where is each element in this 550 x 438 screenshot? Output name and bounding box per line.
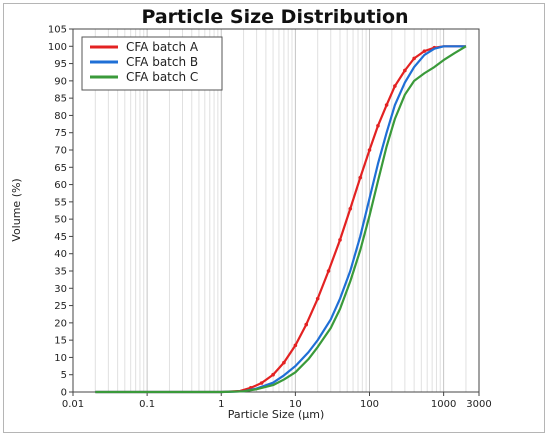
series-point-1 bbox=[282, 360, 286, 365]
y-tick-label: 60 bbox=[54, 180, 67, 191]
y-tick-label: 45 bbox=[54, 232, 67, 243]
series-point-1 bbox=[326, 269, 331, 273]
y-tick-label: 15 bbox=[54, 336, 67, 347]
series-layer bbox=[95, 45, 467, 394]
legend-label-3: CFA batch C bbox=[126, 70, 198, 84]
series-point-1 bbox=[304, 322, 309, 327]
y-tick-label: 10 bbox=[54, 353, 67, 364]
y-tick-label: 35 bbox=[54, 267, 67, 278]
plot-area-border bbox=[72, 28, 480, 393]
x-axis-label: Particle Size (µm) bbox=[228, 408, 325, 421]
series-point-1 bbox=[412, 56, 416, 61]
series-point-1 bbox=[338, 238, 342, 242]
y-axis-label: Volume (%) bbox=[10, 178, 23, 241]
legend-label-2: CFA batch B bbox=[126, 55, 198, 69]
y-tick-label: 0 bbox=[61, 388, 67, 399]
y-tick-label: 20 bbox=[54, 318, 67, 329]
series-point-1 bbox=[348, 206, 353, 211]
series-line-2 bbox=[95, 45, 466, 394]
series-point-1 bbox=[403, 68, 407, 73]
series-point-1 bbox=[384, 103, 389, 107]
y-tick-label: 75 bbox=[54, 128, 67, 139]
y-tick-label: 85 bbox=[54, 94, 67, 105]
y-tick-label: 70 bbox=[54, 146, 67, 157]
series-point-1 bbox=[376, 124, 380, 128]
y-tick-label: 30 bbox=[54, 284, 67, 295]
series-point-1 bbox=[393, 84, 397, 88]
series-line-1 bbox=[95, 45, 466, 394]
x-tick-label: 1000 bbox=[431, 399, 456, 410]
y-tick-label: 55 bbox=[54, 197, 67, 208]
y-tick-label: 5 bbox=[61, 370, 67, 381]
series-point-1 bbox=[367, 148, 372, 152]
x-tick-label: 10 bbox=[289, 399, 302, 410]
y-tick-label: 90 bbox=[54, 76, 67, 87]
y-tick-label: 100 bbox=[48, 42, 67, 53]
y-tick-label: 50 bbox=[54, 215, 67, 226]
y-tick-label: 95 bbox=[54, 59, 67, 70]
y-tick-label: 25 bbox=[54, 301, 67, 312]
x-tick-label: 1 bbox=[218, 399, 224, 410]
series-line-3 bbox=[95, 45, 467, 394]
x-tick-label: 0.1 bbox=[139, 399, 155, 410]
legend-label-1: CFA batch A bbox=[126, 40, 199, 54]
x-tick-label: 3000 bbox=[466, 399, 491, 410]
series-point-1 bbox=[422, 49, 427, 53]
x-tick-label: 0.01 bbox=[62, 399, 84, 410]
series-point-1 bbox=[259, 381, 264, 385]
x-tick-label: 100 bbox=[360, 399, 379, 410]
series-point-1 bbox=[358, 175, 363, 180]
y-tick-label: 105 bbox=[48, 25, 67, 36]
series-point-1 bbox=[271, 372, 275, 377]
series-point-1 bbox=[315, 296, 320, 301]
chart-title: Particle Size Distribution bbox=[141, 6, 409, 28]
y-tick-label: 40 bbox=[54, 249, 67, 260]
series-point-1 bbox=[293, 343, 298, 348]
tick-layer: 0510152025303540455055606570758085909510… bbox=[48, 25, 492, 411]
y-tick-label: 80 bbox=[54, 111, 67, 122]
y-tick-label: 65 bbox=[54, 163, 67, 174]
